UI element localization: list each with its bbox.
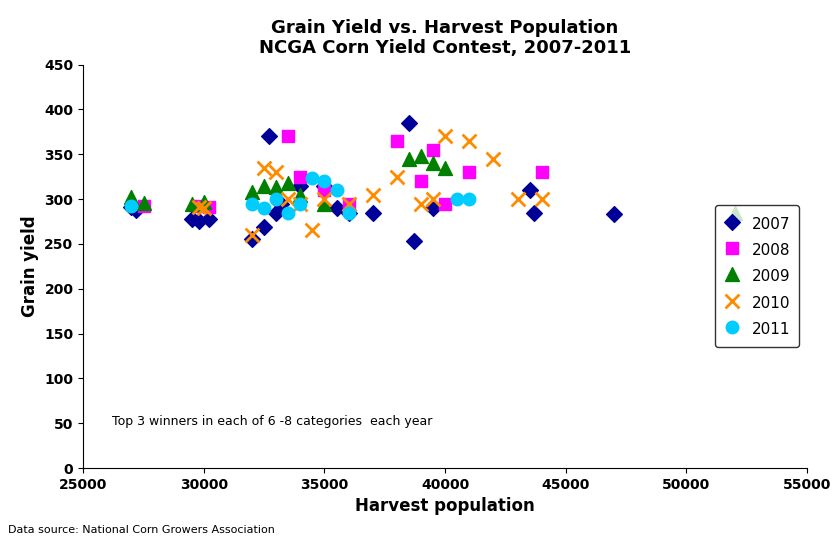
2009 <box>318 199 331 208</box>
2007 <box>258 223 271 231</box>
2009 <box>125 193 138 202</box>
2007 <box>407 237 420 245</box>
2009 <box>728 208 741 217</box>
2007 <box>330 204 344 213</box>
2010 <box>366 190 379 199</box>
2008 <box>192 202 206 210</box>
2011 <box>294 199 307 208</box>
2007 <box>186 215 199 223</box>
2010 <box>414 199 428 208</box>
2011 <box>330 186 344 194</box>
Text: Data source: National Corn Growers Association: Data source: National Corn Growers Assoc… <box>8 525 275 535</box>
2009 <box>403 154 416 163</box>
2010 <box>245 231 259 239</box>
2007 <box>130 206 143 214</box>
2009 <box>258 181 271 190</box>
2010 <box>535 195 548 203</box>
2009 <box>282 179 295 187</box>
2010 <box>318 195 331 203</box>
2011 <box>318 177 331 186</box>
2011 <box>342 208 355 217</box>
2009 <box>414 152 428 160</box>
2007 <box>192 217 206 226</box>
2008 <box>535 168 548 176</box>
2010 <box>197 204 210 213</box>
2010 <box>511 195 524 203</box>
2008 <box>282 132 295 140</box>
X-axis label: Harvest population: Harvest population <box>355 497 535 515</box>
2011 <box>245 199 259 208</box>
2007 <box>202 215 215 223</box>
2007 <box>275 199 288 208</box>
2008 <box>342 199 355 208</box>
2007 <box>245 235 259 244</box>
2008 <box>202 203 215 211</box>
2011 <box>270 195 283 203</box>
2009 <box>438 164 452 172</box>
2007 <box>403 118 416 127</box>
2008 <box>438 199 452 208</box>
2007 <box>342 208 355 217</box>
2008 <box>137 202 151 210</box>
2010 <box>427 195 440 203</box>
2010 <box>463 137 476 145</box>
2010 <box>282 195 295 203</box>
2007 <box>125 203 138 211</box>
2007 <box>318 181 331 190</box>
2011 <box>125 202 138 210</box>
2010 <box>342 199 355 208</box>
2007 <box>523 186 537 194</box>
2011 <box>451 195 464 203</box>
2008 <box>318 186 331 194</box>
2009 <box>427 159 440 167</box>
Legend: 2007, 2008, 2009, 2010, 2011: 2007, 2008, 2009, 2010, 2011 <box>715 206 800 348</box>
2009 <box>197 197 210 206</box>
2008 <box>294 172 307 181</box>
2008 <box>414 177 428 186</box>
2007 <box>270 208 283 217</box>
2008 <box>390 137 404 145</box>
Title: Grain Yield vs. Harvest Population
NCGA Corn Yield Contest, 2007-2011: Grain Yield vs. Harvest Population NCGA … <box>259 19 631 58</box>
2010 <box>390 172 404 181</box>
2009 <box>245 188 259 196</box>
2010 <box>487 154 500 163</box>
2010 <box>192 203 206 211</box>
2007 <box>427 204 440 213</box>
2007 <box>294 181 307 190</box>
2010 <box>294 199 307 208</box>
2010 <box>306 226 319 235</box>
2011 <box>282 208 295 217</box>
Y-axis label: Grain yield: Grain yield <box>21 216 39 317</box>
2007 <box>262 132 275 140</box>
2008 <box>427 145 440 154</box>
2009 <box>186 199 199 208</box>
2010 <box>270 168 283 176</box>
2011 <box>306 174 319 183</box>
2007 <box>527 208 541 217</box>
2011 <box>463 195 476 203</box>
Text: Top 3 winners in each of 6 -8 categories  each year: Top 3 winners in each of 6 -8 categories… <box>112 415 433 428</box>
2007 <box>366 208 379 217</box>
2010 <box>438 132 452 140</box>
2007 <box>607 210 621 218</box>
2011 <box>258 204 271 213</box>
2010 <box>258 164 271 172</box>
2008 <box>463 168 476 176</box>
2009 <box>270 183 283 192</box>
2009 <box>294 190 307 199</box>
2009 <box>137 199 151 207</box>
